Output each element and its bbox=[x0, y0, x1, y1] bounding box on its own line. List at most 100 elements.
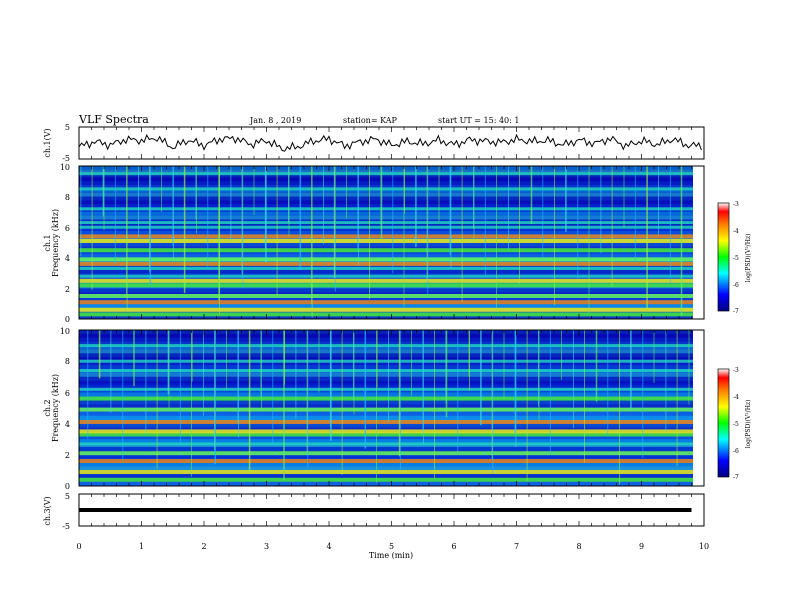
weak-frequency-band bbox=[79, 187, 693, 191]
ch1-ytick-8: 8 bbox=[65, 193, 70, 202]
xtick-3: 3 bbox=[264, 542, 269, 551]
ch1-cbar-tick-3: -3 bbox=[733, 201, 739, 208]
ch1-cbar-tick-4: -4 bbox=[733, 228, 739, 235]
ch3-ytick-bottom: -5 bbox=[62, 522, 70, 531]
strong-frequency-band bbox=[79, 307, 693, 312]
ch1-cbar-tick-5: -5 bbox=[733, 255, 739, 262]
ch1-ytick-2: 2 bbox=[65, 285, 70, 294]
spectrogram-row bbox=[79, 447, 693, 451]
station-label: station= KAP bbox=[343, 116, 398, 125]
strong-frequency-band bbox=[79, 407, 693, 412]
ch1-cbar-label: log(PSD)(V²/Hz) bbox=[745, 234, 752, 283]
ch2-cbar-tick-3: -3 bbox=[733, 367, 739, 374]
ch1-cbar-tick-6: -6 bbox=[733, 282, 739, 289]
spectrogram-row bbox=[79, 303, 693, 308]
spectrogram-row bbox=[79, 330, 693, 334]
weak-frequency-band bbox=[79, 442, 693, 446]
spectrogram-row bbox=[79, 231, 693, 235]
strong-frequency-band bbox=[79, 239, 693, 243]
ch2-cbar-tick-5: -5 bbox=[733, 421, 739, 428]
strong-frequency-band bbox=[79, 278, 693, 283]
ch2-cbar-tick-4: -4 bbox=[733, 394, 739, 401]
ch2-ytick-10: 10 bbox=[60, 327, 70, 336]
spectrogram-row bbox=[79, 380, 693, 385]
ch1-ytick-6: 6 bbox=[65, 224, 70, 233]
spectrogram-row bbox=[79, 349, 693, 354]
weak-frequency-band bbox=[79, 274, 693, 278]
spectrogram-row bbox=[79, 200, 693, 205]
spectrogram-row bbox=[79, 361, 693, 366]
spectrogram-row bbox=[79, 341, 693, 346]
x-tick-marks bbox=[78, 127, 705, 526]
ch3-waveform-panel: 5 -5 ch.3(V) bbox=[43, 492, 705, 531]
ch1-ytick-bottom: -5 bbox=[62, 154, 70, 163]
ch2-spectrogram-streaks bbox=[87, 330, 690, 485]
spectrogram-row bbox=[79, 223, 693, 228]
strong-frequency-band bbox=[79, 451, 693, 456]
ch1-frequency-label: Frequency (kHz) bbox=[51, 209, 60, 277]
spectrogram-row bbox=[79, 392, 693, 397]
spectrogram-row bbox=[79, 357, 693, 362]
spectrogram-row bbox=[79, 166, 693, 170]
ch2-ytick-0: 0 bbox=[65, 482, 70, 491]
spectrogram-row bbox=[79, 181, 693, 186]
spectrogram-row bbox=[79, 196, 693, 201]
spectrogram-row bbox=[79, 439, 693, 444]
ch2-spectrogram-panel: 0 2 4 6 8 10 ch.2 Frequency (kHz) bbox=[43, 327, 705, 491]
ch2-cbar-tick-6: -6 bbox=[733, 448, 739, 455]
ch3-ytick-top: 5 bbox=[65, 492, 70, 501]
ch1-frequency-ticks: 0 2 4 6 8 10 bbox=[60, 163, 70, 324]
ch2-ytick-8: 8 bbox=[65, 357, 70, 366]
ch1-ytick-0: 0 bbox=[65, 315, 70, 324]
figure-title: VLF Spectra bbox=[78, 113, 149, 126]
spectrogram-row bbox=[79, 415, 693, 420]
strong-frequency-band bbox=[79, 300, 693, 305]
xtick-0: 0 bbox=[76, 542, 81, 551]
strong-frequency-band bbox=[79, 248, 693, 253]
ch3-ylabel: ch.3(V) bbox=[43, 496, 52, 525]
spectrogram-row bbox=[79, 188, 693, 193]
ch1-colorbar: -3 -4 -5 -6 -7 log(PSD)(V²/Hz) bbox=[717, 201, 752, 315]
spectrogram-row bbox=[79, 462, 693, 467]
x-tick-labels: 0 1 2 3 4 5 6 7 8 9 10 bbox=[76, 542, 709, 551]
weak-frequency-band bbox=[79, 359, 693, 363]
ch2-ytick-6: 6 bbox=[65, 389, 70, 398]
spectrogram-row bbox=[79, 242, 693, 247]
spectrogram-row bbox=[79, 333, 693, 338]
ch1-ytick-top: 5 bbox=[65, 123, 70, 132]
ch1-waveform-line bbox=[78, 133, 702, 152]
weak-frequency-band bbox=[79, 225, 693, 229]
xtick-6: 6 bbox=[451, 542, 456, 551]
spectrogram-row bbox=[79, 169, 693, 174]
spectrogram-row bbox=[79, 337, 693, 342]
xtick-4: 4 bbox=[326, 542, 331, 551]
spectrogram-row bbox=[79, 345, 693, 350]
spectrogram-row bbox=[79, 227, 693, 231]
spectrogram-row bbox=[79, 192, 693, 197]
spectrogram-row bbox=[79, 177, 693, 182]
spectrogram-row bbox=[79, 411, 693, 416]
spectrogram-row bbox=[79, 435, 693, 440]
ch2-frequency-label: Frequency (kHz) bbox=[51, 374, 60, 442]
strong-frequency-band bbox=[79, 432, 693, 437]
strong-frequency-band bbox=[79, 420, 693, 424]
start-time-label: start UT = 15: 40: 1 bbox=[438, 116, 519, 125]
ch1-ytick-4: 4 bbox=[65, 254, 70, 263]
strong-frequency-band bbox=[79, 396, 693, 401]
ch2-frequency-ticks: 0 2 4 6 8 10 bbox=[60, 327, 70, 491]
spectrogram-row bbox=[79, 400, 693, 405]
ch1-waveform-panel: 5 -5 ch.1(V) bbox=[43, 123, 705, 163]
strong-frequency-band bbox=[79, 283, 693, 288]
strong-frequency-band bbox=[79, 257, 693, 262]
strong-frequency-band bbox=[79, 429, 693, 434]
ch2-channel-label: ch.2 bbox=[43, 399, 52, 416]
strong-frequency-band bbox=[79, 459, 693, 463]
spectrogram-row bbox=[79, 423, 693, 428]
spectrogram-row bbox=[79, 474, 693, 479]
strong-frequency-band bbox=[79, 261, 693, 266]
strong-frequency-band bbox=[79, 294, 693, 298]
ch2-colorbar: -3 -4 -5 -6 -7 log(PSD)(V²/Hz) bbox=[717, 367, 752, 481]
xtick-10: 10 bbox=[699, 542, 709, 551]
ch1-spectrogram-streaks bbox=[80, 166, 683, 318]
spectrogram-row bbox=[79, 269, 693, 274]
